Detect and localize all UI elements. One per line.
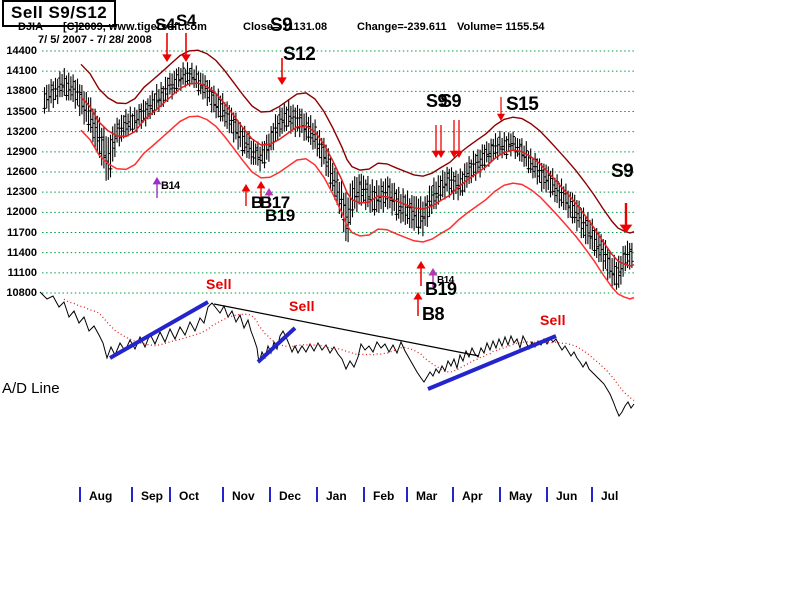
copyright-label: [C]2009, www.tigersoft.com <box>63 21 207 33</box>
y-axis-tick-label: 12000 <box>6 206 37 219</box>
y-axis-tick-label: 13800 <box>6 85 37 98</box>
month-label-apr: Apr <box>462 489 483 503</box>
signal-label-s4: S4 <box>155 15 175 34</box>
month-label-dec: Dec <box>279 489 302 503</box>
title-text: Sell S9/S12 <box>11 3 108 22</box>
month-label-jan: Jan <box>326 489 347 503</box>
y-axis-tick-label: 13500 <box>6 105 37 118</box>
signal-label-s15: S15 <box>506 94 539 115</box>
volume-value: Volume= 1155.54 <box>457 21 545 33</box>
close-value: Close= 11131.08 <box>243 21 328 33</box>
y-axis-tick-label: 13200 <box>6 125 37 138</box>
signal-label-s4: S4 <box>176 11 196 30</box>
signal-label-s12: S12 <box>283 44 316 65</box>
sell-label: Sell <box>206 276 232 292</box>
signal-label-b14: B14 <box>161 180 180 192</box>
month-label-may: May <box>509 489 533 503</box>
month-label-jul: Jul <box>601 489 619 503</box>
signal-label-b19: B19 <box>425 279 457 299</box>
month-label-mar: Mar <box>416 489 438 503</box>
month-label-nov: Nov <box>232 489 255 503</box>
signal-label-b14: B14 <box>437 275 454 286</box>
month-label-oct: Oct <box>179 489 200 503</box>
signal-label-s9: S9 <box>270 15 293 36</box>
month-label-feb: Feb <box>373 489 395 503</box>
y-axis-tick-label: 11700 <box>7 226 37 239</box>
signal-label-b8: B8 <box>422 304 445 324</box>
month-label-sep: Sep <box>141 489 164 503</box>
symbol-label: DJIA <box>18 21 44 33</box>
month-label-aug: Aug <box>89 489 113 503</box>
y-axis-tick-label: 10800 <box>6 287 37 299</box>
y-axis-tick-label: 14400 <box>6 45 37 57</box>
title-box: Sell S9/S12 <box>2 0 117 27</box>
y-axis-tick-label: 11400 <box>7 246 37 259</box>
change-value: Change=-239.611 <box>357 21 447 33</box>
signal-label-s9: S9 <box>426 91 448 111</box>
y-axis-tick-label: 12300 <box>6 186 37 199</box>
ad-line-label: A/D Line <box>2 380 60 397</box>
signal-label-b17: B17 <box>260 193 290 212</box>
date-range: 7/ 5/ 2007 - 7/ 28/ 2008 <box>38 34 152 46</box>
signal-label-b19: B19 <box>265 206 295 225</box>
y-axis-tick-label: 12900 <box>6 145 37 158</box>
sell-label: Sell <box>540 312 566 328</box>
month-label-jun: Jun <box>556 489 578 503</box>
y-axis-tick-label: 14100 <box>6 65 37 78</box>
y-axis-tick-label: 11100 <box>7 266 37 279</box>
signal-label-b: B <box>251 193 263 212</box>
signal-label-s9: S9 <box>611 161 634 182</box>
y-axis-tick-label: 12600 <box>6 166 37 178</box>
signal-label-s9: S9 <box>440 91 462 111</box>
sell-label: Sell <box>289 298 315 314</box>
